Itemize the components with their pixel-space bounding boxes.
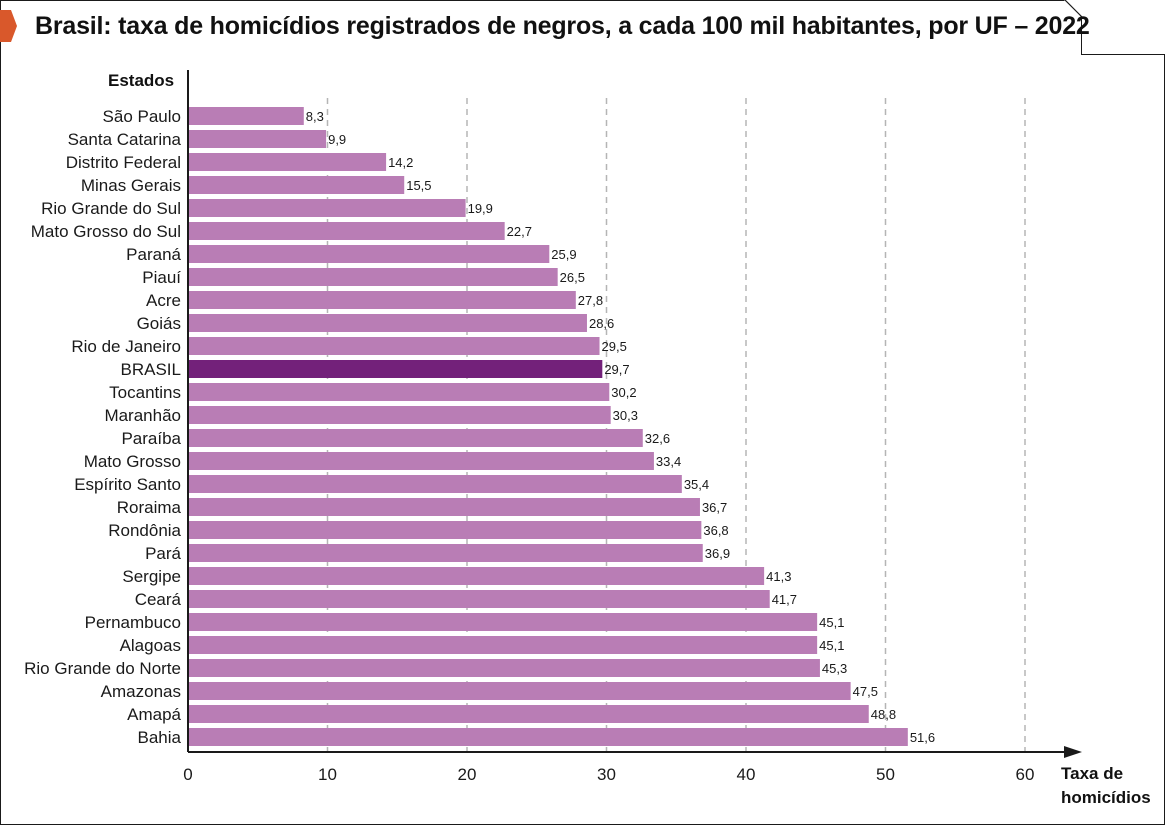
bar — [188, 590, 770, 608]
title-corner-fold — [1064, 0, 1084, 19]
x-tick-label: 20 — [458, 765, 477, 784]
category-label: Pará — [145, 544, 181, 563]
bar — [188, 245, 550, 263]
value-label: 15,5 — [406, 178, 431, 193]
category-label: Mato Grosso do Sul — [31, 222, 181, 241]
bar — [188, 613, 818, 631]
bar — [188, 337, 600, 355]
category-label: Distrito Federal — [66, 153, 181, 172]
bar — [188, 383, 610, 401]
title-accent-mark — [0, 10, 17, 42]
category-label: Alagoas — [120, 636, 181, 655]
bar — [188, 636, 818, 654]
x-tick-label: 30 — [597, 765, 616, 784]
value-label: 14,2 — [388, 155, 413, 170]
value-label: 45,1 — [819, 638, 844, 653]
value-label: 45,3 — [822, 661, 847, 676]
bar — [188, 429, 643, 447]
value-label: 45,1 — [819, 615, 844, 630]
x-tick-label: 50 — [876, 765, 895, 784]
value-label: 29,7 — [604, 362, 629, 377]
value-label: 28,6 — [589, 316, 614, 331]
bar — [188, 222, 505, 240]
category-label: Rondônia — [108, 521, 181, 540]
category-label: Maranhão — [104, 406, 181, 425]
bar — [188, 130, 327, 148]
bar — [188, 291, 576, 309]
category-label: Paraná — [126, 245, 181, 264]
value-label: 8,3 — [306, 109, 324, 124]
category-label: Paraíba — [121, 429, 181, 448]
category-label: Santa Catarina — [68, 130, 182, 149]
x-axis-arrow — [1064, 746, 1082, 758]
value-label: 22,7 — [507, 224, 532, 239]
category-label: Amapá — [127, 705, 181, 724]
bar — [188, 682, 851, 700]
value-label: 41,7 — [772, 592, 797, 607]
bar — [188, 659, 820, 677]
value-label: 36,8 — [703, 523, 728, 538]
category-label: Pernambuco — [85, 613, 181, 632]
bar — [188, 728, 908, 746]
value-label: 29,5 — [602, 339, 627, 354]
category-label: Sergipe — [122, 567, 181, 586]
category-label: Roraima — [117, 498, 182, 517]
category-label: Minas Gerais — [81, 176, 181, 195]
bar — [188, 406, 611, 424]
x-axis-title-line: homicídios — [1061, 788, 1151, 807]
bar — [188, 176, 405, 194]
bar — [188, 360, 603, 378]
category-label: São Paulo — [103, 107, 181, 126]
value-label: 33,4 — [656, 454, 681, 469]
bar — [188, 107, 304, 125]
value-label: 30,2 — [611, 385, 636, 400]
bar — [188, 268, 558, 286]
value-label: 47,5 — [853, 684, 878, 699]
value-label: 25,9 — [551, 247, 576, 262]
category-label: Tocantins — [109, 383, 181, 402]
y-axis-title: Estados — [108, 71, 174, 90]
category-label: Rio de Janeiro — [71, 337, 181, 356]
chart-title: Brasil: taxa de homicídios registrados d… — [35, 12, 1090, 40]
category-label: Amazonas — [101, 682, 181, 701]
value-label: 35,4 — [684, 477, 709, 492]
value-label: 48,8 — [871, 707, 896, 722]
x-tick-label: 0 — [183, 765, 192, 784]
category-label: Espírito Santo — [74, 475, 181, 494]
category-label: Goiás — [137, 314, 181, 333]
value-label: 9,9 — [328, 132, 346, 147]
x-tick-label: 40 — [737, 765, 756, 784]
value-label: 36,7 — [702, 500, 727, 515]
category-label: Rio Grande do Norte — [24, 659, 181, 678]
bar — [188, 475, 682, 493]
value-label: 26,5 — [560, 270, 585, 285]
category-label: Bahia — [138, 728, 182, 747]
bar — [188, 498, 700, 516]
value-label: 30,3 — [613, 408, 638, 423]
bar — [188, 314, 587, 332]
value-label: 19,9 — [468, 201, 493, 216]
x-axis-title-line: Taxa de — [1061, 764, 1123, 783]
bar — [188, 705, 869, 723]
value-label: 41,3 — [766, 569, 791, 584]
category-label: Ceará — [135, 590, 182, 609]
x-tick-label: 60 — [1016, 765, 1035, 784]
value-label: 27,8 — [578, 293, 603, 308]
bar — [188, 544, 703, 562]
value-label: 51,6 — [910, 730, 935, 745]
x-tick-label: 10 — [318, 765, 337, 784]
bar — [188, 153, 387, 171]
value-label: 32,6 — [645, 431, 670, 446]
bar — [188, 521, 702, 539]
category-label: Piauí — [142, 268, 181, 287]
bar — [188, 199, 466, 217]
category-label: Acre — [146, 291, 181, 310]
category-label: Mato Grosso — [84, 452, 181, 471]
bar — [188, 567, 765, 585]
category-label: BRASIL — [121, 360, 181, 379]
bar — [188, 452, 654, 470]
value-label: 36,9 — [705, 546, 730, 561]
category-label: Rio Grande do Sul — [41, 199, 181, 218]
